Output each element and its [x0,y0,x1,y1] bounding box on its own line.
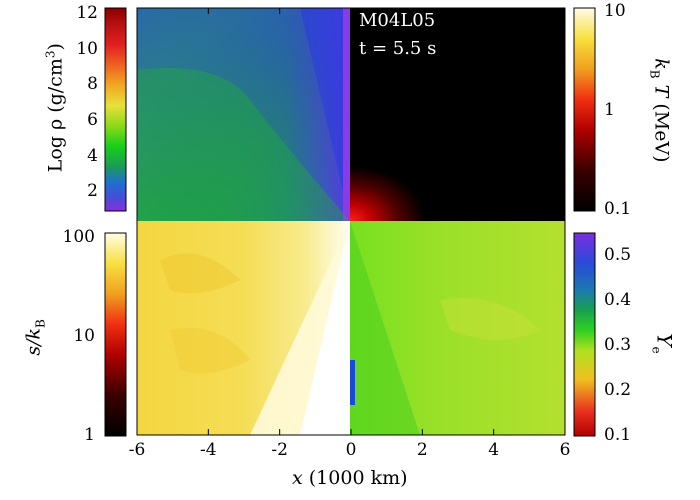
panel-density [137,8,350,221]
x-tick-label: -2 [271,440,288,460]
density-label: Log ρ (g/cm3) [43,43,67,173]
colorbar-density [104,7,127,212]
colorbar-tick-label: 0.3 [604,334,632,355]
x-tick-label: -6 [128,440,146,460]
x-tick-label: 4 [488,440,500,460]
x-tick-label: 0 [345,440,357,460]
x-tick-marks [136,8,566,435]
colorbar-tick-label: 1 [84,425,95,445]
colorbar-tick-label: 0.4 [604,289,632,310]
entropy-label: s/kB [22,319,48,356]
x-tick-label: 6 [559,440,571,460]
colorbar-tick-label: 0.1 [604,425,632,445]
x-tick-label: 2 [416,440,428,460]
colorbar-tick-label: 0.5 [604,244,632,265]
x-axis-label: x (1000 km) [292,467,408,489]
ye-label: Ye [649,333,677,354]
colorbar-tick-label: 2 [87,181,98,202]
panel-ye [350,221,565,435]
colorbar-tick-label: 0.2 [604,379,632,400]
colorbar-tick-label: 12 [76,3,98,23]
colorbar-tick-label: 10 [604,1,626,21]
colorbar-tick-label: 8 [87,74,98,95]
colorbar-tick-label: 10 [73,326,95,346]
colorbar-tick-label: 0.1 [604,199,632,219]
colorbar-ye [573,232,596,437]
temperature-label: kB T (MeV) [647,58,673,163]
x-tick-label: -4 [200,440,217,460]
panel-entropy [137,221,350,435]
x-axis-label-rest: (1000 km) [308,467,408,489]
colorbar-tick-label: 1 [604,100,615,120]
panel-temperature [350,8,565,221]
model-label: M04L05 [359,10,436,31]
colorbar-tick-label: 10 [76,38,98,59]
colorbar-entropy [104,232,127,437]
time-label: t = 5.5 s [359,38,437,59]
colorbar-tick-label: 4 [87,145,98,166]
colorbar-tick-label: 100 [62,227,95,247]
colorbar-temperature [573,7,596,212]
colorbar-tick-label: 6 [87,109,98,130]
